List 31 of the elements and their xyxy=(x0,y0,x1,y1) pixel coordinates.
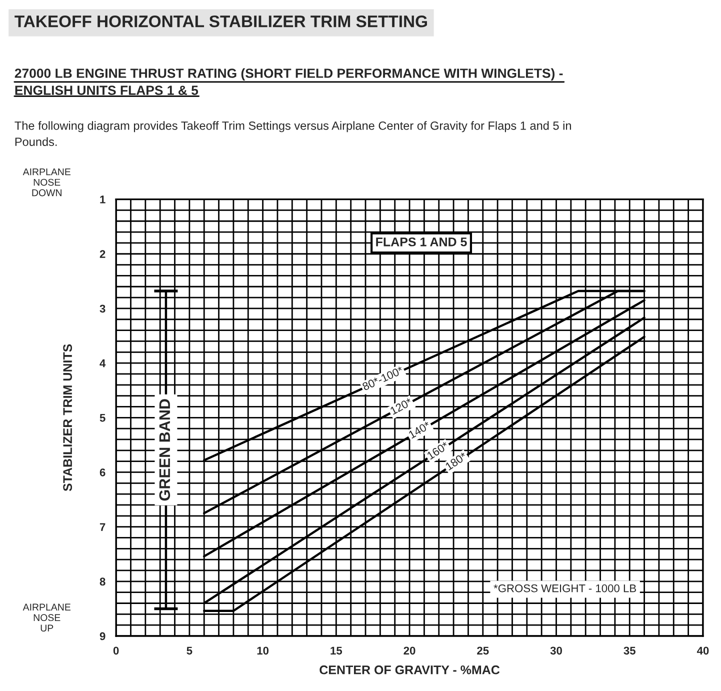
x-tick-label: 25 xyxy=(477,646,489,655)
y-tick-label: 3 xyxy=(100,304,106,313)
text: GREEN BAND xyxy=(159,399,170,501)
annotation: FLAPS 1 AND 5 xyxy=(376,237,467,246)
x-tick-label: 0 xyxy=(113,646,119,655)
annotation: *GROSS WEIGHT - 1000 LB xyxy=(494,584,636,592)
y-tick-label: 5 xyxy=(100,414,106,422)
text: AIRPLANE NOSE DOWN xyxy=(22,168,70,196)
x-tick-label: 15 xyxy=(330,646,342,655)
x-tick-label: 35 xyxy=(624,646,636,655)
text: 120* xyxy=(390,398,413,415)
y-tick-label: 9 xyxy=(100,632,106,640)
text: 160* xyxy=(426,441,450,460)
y-axis-title: STABILIZER TRIM UNITS xyxy=(63,344,72,492)
y-tick-label: 6 xyxy=(100,468,106,476)
x-tick-label: 40 xyxy=(696,646,709,655)
x-tick-label: 5 xyxy=(186,646,192,655)
y-tick-label: 8 xyxy=(100,578,106,586)
chart-title: TAKEOFF HORIZONTAL STABILIZER TRIM SETTING xyxy=(14,15,427,28)
y-tick-label: 1 xyxy=(100,196,106,204)
x-axis-title: CENTER OF GRAVITY - %MAC xyxy=(320,665,500,674)
y-tick-label: 2 xyxy=(100,250,106,258)
x-tick-label: 30 xyxy=(550,646,562,655)
x-tick-label: 10 xyxy=(257,646,269,655)
x-tick-label: 20 xyxy=(404,646,416,655)
y-tick-label: 4 xyxy=(100,359,106,368)
chart-subtitle: 27000 LB ENGINE THRUST RATING (SHORT FIELD PERFORMANCE WITH WINGLETS) - ENGLISH UNITS FLAPS 1 & 5 xyxy=(14,68,563,95)
text: The following diagram provides Takeoff Trim Settings versus Airplane Center of Gravity for Flaps 1 and 5 in Pounds. xyxy=(14,121,571,146)
text: 140* xyxy=(408,420,432,439)
text: AIRPLANE NOSE UP xyxy=(22,604,70,632)
y-tick-label: 7 xyxy=(100,523,106,531)
